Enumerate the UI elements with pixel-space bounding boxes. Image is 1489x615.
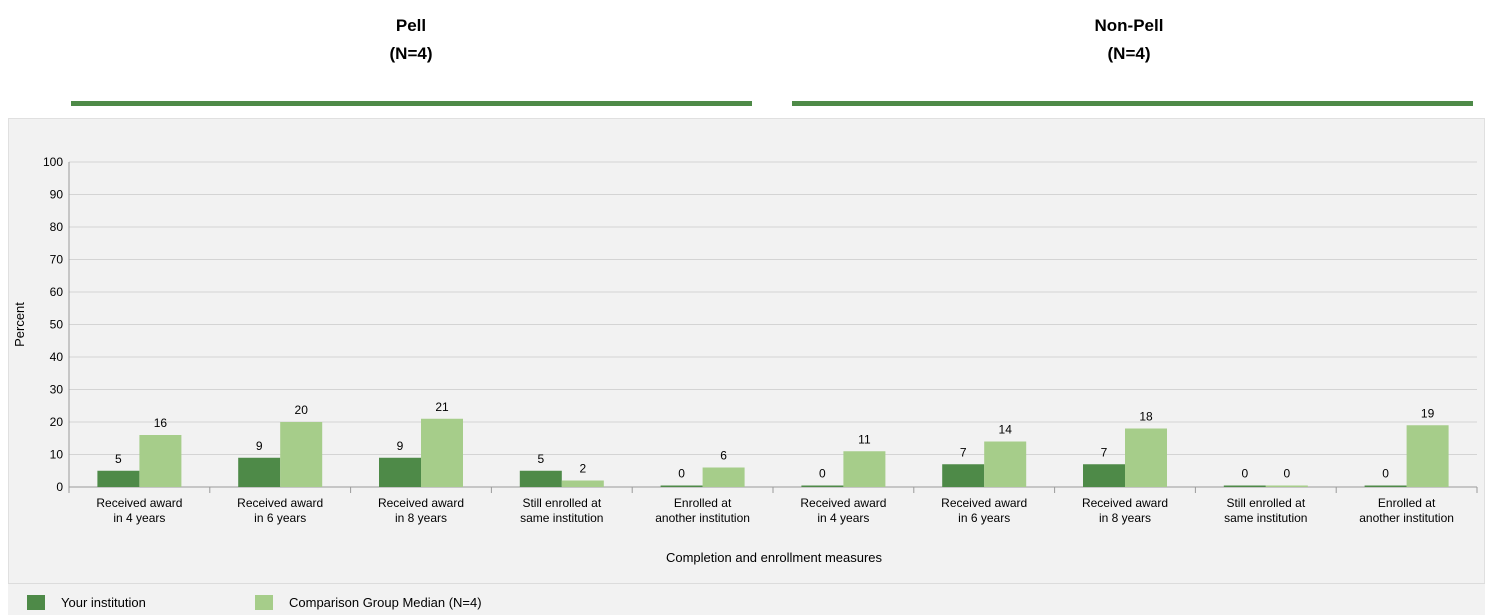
data-label-comparison: 19 [1421,406,1435,420]
data-label-comparison: 21 [435,400,449,414]
data-label-your-institution: 0 [1382,467,1389,481]
y-tick-label: 50 [50,318,64,332]
bar-your-institution [1223,485,1266,487]
group-rule-non-pell [792,101,1473,106]
bar-comparison [1406,425,1449,487]
legend-label-comparison: Comparison Group Median (N=4) [289,595,482,610]
bar-your-institution [801,485,844,487]
data-label-your-institution: 5 [115,452,122,466]
data-label-your-institution: 5 [537,452,544,466]
bar-your-institution [97,470,140,487]
data-label-comparison: 20 [295,403,309,417]
bar-your-institution [942,464,985,487]
legend-swatch-comparison [255,595,273,610]
data-label-comparison: 11 [858,432,871,446]
x-tick-label: in 4 years [113,511,165,525]
bar-comparison [702,467,745,487]
x-tick-label: Received award [378,496,464,510]
bar-your-institution [1364,485,1407,487]
legend-swatch-your-institution [27,595,45,610]
y-axis-title: Percent [12,302,27,347]
y-tick-label: 10 [50,448,64,462]
y-tick-label: 20 [50,415,64,429]
data-label-comparison: 0 [1283,467,1290,481]
y-tick-label: 0 [56,480,63,494]
legend [8,583,1485,615]
y-tick-label: 60 [50,285,64,299]
x-tick-label: Received award [800,496,886,510]
x-axis-title: Completion and enrollment measures [666,550,883,565]
bar-comparison [561,480,604,487]
group-title-non-pell-label: Non-Pell [1094,16,1164,35]
y-tick-label: 30 [50,383,64,397]
x-tick-label: Received award [237,496,323,510]
bar-your-institution [1083,464,1125,487]
group-title-pell-n: (N=4) [389,44,433,63]
data-label-your-institution: 9 [397,439,404,453]
data-label-comparison: 14 [999,423,1013,437]
bar-your-institution [660,485,703,487]
bar-comparison [1265,485,1308,487]
data-label-comparison: 16 [154,416,168,430]
y-tick-label: 90 [50,188,64,202]
data-label-your-institution: 7 [1101,445,1108,459]
x-tick-label: Received award [941,496,1027,510]
x-tick-label: Enrolled at [674,496,732,510]
y-tick-label: 80 [50,220,64,234]
group-title-non-pell: Non-Pell (N=4) [969,12,1289,68]
chart-panel: 0 10 20 30 40 50 60 70 80 90 100 5 16 Received award i… [8,118,1485,610]
bar-comparison [280,422,323,487]
x-tick-label: in 4 years [817,511,869,525]
data-label-your-institution: 7 [960,445,967,459]
x-tick-label: another institution [1359,511,1454,525]
group-title-pell-label: Pell [395,16,427,35]
x-tick-label: same institution [520,511,603,525]
y-tick-label: 40 [50,350,64,364]
bar-comparison [139,435,182,487]
x-tick-label: another institution [655,511,750,525]
data-label-your-institution: 9 [256,439,263,453]
bar-your-institution [379,457,421,487]
bar-your-institution [519,470,562,487]
data-label-comparison: 2 [579,462,586,476]
x-tick-label: Received award [96,496,182,510]
bar-your-institution [238,457,281,487]
bar-comparison [984,441,1027,487]
x-tick-label: in 6 years [958,511,1010,525]
bar-comparison [421,418,463,487]
group-title-non-pell-n: (N=4) [1107,44,1151,63]
legend-label-your-institution: Your institution [61,595,146,610]
x-tick-label: in 8 years [395,511,447,525]
bar-comparison [1125,428,1167,487]
data-label-comparison: 18 [1139,410,1153,424]
data-label-your-institution: 0 [819,467,826,481]
data-label-your-institution: 0 [678,467,685,481]
x-tick-label: in 8 years [1099,511,1151,525]
group-rule-pell [71,101,752,106]
x-tick-label: Received award [1082,496,1168,510]
data-label-your-institution: 0 [1241,467,1248,481]
x-tick-label: Still enrolled at [1226,496,1305,510]
y-tick-label: 70 [50,253,64,267]
data-label-comparison: 6 [720,449,727,463]
x-tick-label: Still enrolled at [522,496,601,510]
x-tick-label: in 6 years [254,511,306,525]
x-tick-label: Enrolled at [1378,496,1436,510]
x-tick-label: same institution [1224,511,1307,525]
group-title-pell: Pell (N=4) [251,12,571,68]
bar-comparison [843,451,886,487]
y-tick-label: 100 [43,155,63,169]
